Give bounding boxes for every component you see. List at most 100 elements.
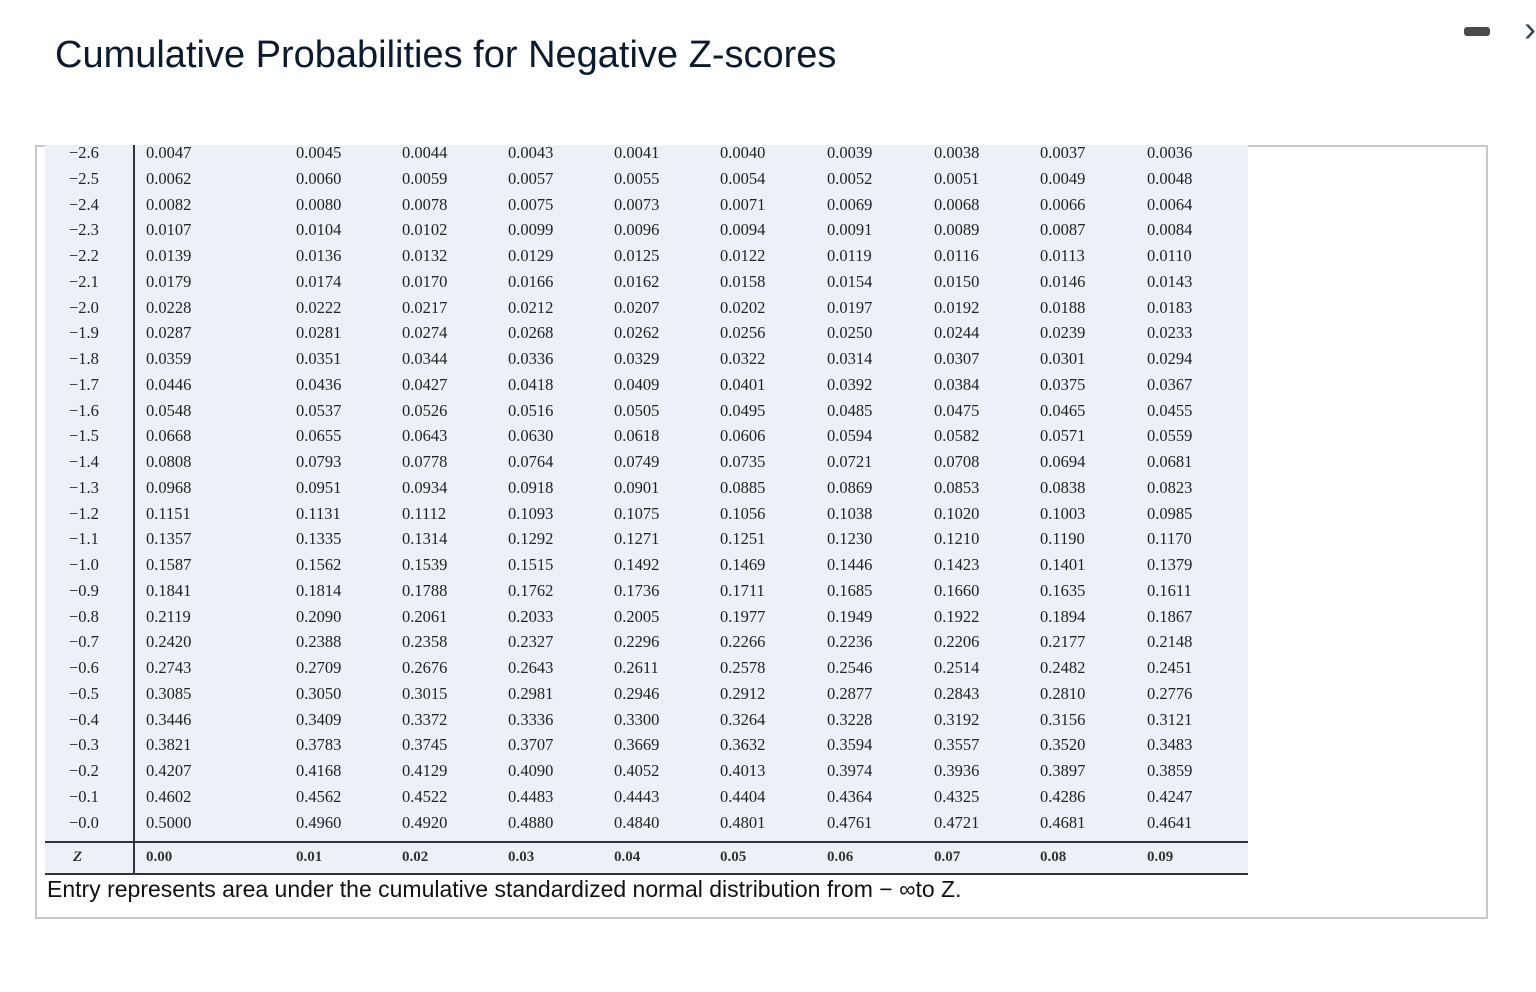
probability-cell: 0.0367 xyxy=(1147,374,1193,394)
table-row: −2.1 0.0179 0.0174 0.0170 0.0166 0.0162 0.0158… xyxy=(45,272,1248,297)
probability-cell: 0.4247 xyxy=(1147,786,1193,806)
probability-cell: 0.1711 xyxy=(720,580,765,600)
probability-cell: 0.0329 xyxy=(614,349,660,368)
probability-cell: 0.1685 xyxy=(827,580,873,600)
table-row: −0.2 0.4207 0.4168 0.4129 0.4090 0.4052 0.4013… xyxy=(45,761,1248,786)
probability-cell: 0.0951 xyxy=(296,477,342,497)
probability-cell: 0.0336 xyxy=(508,349,554,368)
probability-cell: 0.0643 xyxy=(402,426,448,446)
probability-cell: 0.0143 xyxy=(1147,271,1193,291)
probability-cell: 0.4602 xyxy=(146,786,192,806)
probability-cell: 0.1210 xyxy=(934,529,980,549)
probability-cell: 0.0139 xyxy=(146,246,192,265)
column-header: 0.09 xyxy=(1147,849,1174,865)
z-value: −1.7 xyxy=(69,374,99,394)
column-header: 0.02 xyxy=(402,849,429,865)
probability-cell: 0.0044 xyxy=(402,143,448,162)
probability-cell: 0.0793 xyxy=(296,452,342,471)
probability-cell: 0.0392 xyxy=(827,374,873,394)
probability-cell: 0.4801 xyxy=(720,812,766,832)
probability-cell: 0.3594 xyxy=(827,735,873,755)
probability-cell: 0.3707 xyxy=(508,735,554,755)
probability-cell: 0.2327 xyxy=(508,632,554,652)
probability-cell: 0.0207 xyxy=(614,297,660,317)
probability-cell: 0.0150 xyxy=(934,271,980,291)
probability-cell: 0.0681 xyxy=(1147,452,1193,471)
probability-cell: 0.2148 xyxy=(1147,632,1193,652)
probability-cell: 0.0721 xyxy=(827,452,873,471)
probability-cell: 0.3821 xyxy=(146,735,192,755)
probability-cell: 0.3557 xyxy=(934,735,980,755)
probability-cell: 0.4207 xyxy=(146,761,192,780)
probability-cell: 0.0918 xyxy=(508,477,554,497)
z-value: −0.6 xyxy=(69,658,99,677)
probability-cell: 0.0869 xyxy=(827,477,873,497)
z-value: −1.9 xyxy=(69,323,99,343)
probability-cell: 0.3897 xyxy=(1040,761,1086,780)
minimize-icon[interactable] xyxy=(1464,27,1490,36)
probability-cell: 0.0233 xyxy=(1147,323,1193,343)
probability-cell: 0.0968 xyxy=(146,477,192,497)
probability-cell: 0.0571 xyxy=(1040,426,1086,446)
z-value: −2.3 xyxy=(69,220,99,240)
probability-cell: 0.0096 xyxy=(614,220,660,240)
probability-cell: 0.0132 xyxy=(402,246,448,265)
chevron-right-icon[interactable]: › xyxy=(1524,8,1536,49)
probability-cell: 0.1492 xyxy=(614,555,660,574)
probability-cell: 0.4052 xyxy=(614,761,660,780)
probability-cell: 0.2482 xyxy=(1040,658,1086,677)
probability-cell: 0.1190 xyxy=(1040,529,1085,549)
probability-cell: 0.2451 xyxy=(1147,658,1193,677)
probability-cell: 0.2514 xyxy=(934,658,980,677)
probability-cell: 0.4920 xyxy=(402,812,448,832)
probability-cell: 0.0749 xyxy=(614,452,660,471)
probability-cell: 0.0985 xyxy=(1147,503,1193,523)
header-bottom-rule xyxy=(45,873,1248,875)
probability-cell: 0.0066 xyxy=(1040,194,1086,214)
probability-cell: 0.3121 xyxy=(1147,709,1193,729)
probability-cell: 0.0618 xyxy=(614,426,660,446)
probability-cell: 0.1587 xyxy=(146,555,192,574)
probability-cell: 0.0668 xyxy=(146,426,192,446)
probability-cell: 0.0052 xyxy=(827,168,873,188)
probability-cell: 0.0655 xyxy=(296,426,342,446)
probability-cell: 0.4483 xyxy=(508,786,554,806)
column-header: 0.05 xyxy=(720,849,747,865)
probability-cell: 0.2005 xyxy=(614,606,660,626)
probability-cell: 0.0051 xyxy=(934,168,980,188)
probability-cell: 0.0427 xyxy=(402,374,448,394)
probability-cell: 0.0048 xyxy=(1147,168,1193,188)
probability-cell: 0.0526 xyxy=(402,400,448,420)
probability-cell: 0.0116 xyxy=(934,246,979,265)
probability-cell: 0.4721 xyxy=(934,812,980,832)
page-title: Cumulative Probabilities for Negative Z-… xyxy=(55,34,837,76)
probability-cell: 0.1922 xyxy=(934,606,980,626)
probability-cell: 0.4880 xyxy=(508,812,554,832)
probability-cell: 0.1611 xyxy=(1147,580,1192,600)
probability-cell: 0.0294 xyxy=(1147,349,1193,368)
probability-cell: 0.1379 xyxy=(1147,555,1193,574)
probability-cell: 0.0351 xyxy=(296,349,342,368)
z-value: −2.2 xyxy=(69,246,99,265)
probability-cell: 0.0853 xyxy=(934,477,980,497)
probability-cell: 0.3483 xyxy=(1147,735,1193,755)
probability-cell: 0.0838 xyxy=(1040,477,1086,497)
column-divider xyxy=(133,145,135,875)
probability-cell: 0.0808 xyxy=(146,452,192,471)
probability-cell: 0.0129 xyxy=(508,246,554,265)
probability-cell: 0.1539 xyxy=(402,555,448,574)
probability-cell: 0.0068 xyxy=(934,194,980,214)
probability-cell: 0.0212 xyxy=(508,297,554,317)
probability-cell: 0.0250 xyxy=(827,323,873,343)
probability-cell: 0.1357 xyxy=(146,529,192,549)
probability-cell: 0.0062 xyxy=(146,168,192,188)
probability-cell: 0.0049 xyxy=(1040,168,1086,188)
probability-cell: 0.1093 xyxy=(508,503,554,523)
probability-cell: 0.0075 xyxy=(508,194,554,214)
probability-cell: 0.4168 xyxy=(296,761,342,780)
probability-cell: 0.0516 xyxy=(508,400,554,420)
probability-cell: 0.0409 xyxy=(614,374,660,394)
probability-cell: 0.3669 xyxy=(614,735,660,755)
z-value: −1.2 xyxy=(69,503,99,523)
probability-cell: 0.3974 xyxy=(827,761,873,780)
